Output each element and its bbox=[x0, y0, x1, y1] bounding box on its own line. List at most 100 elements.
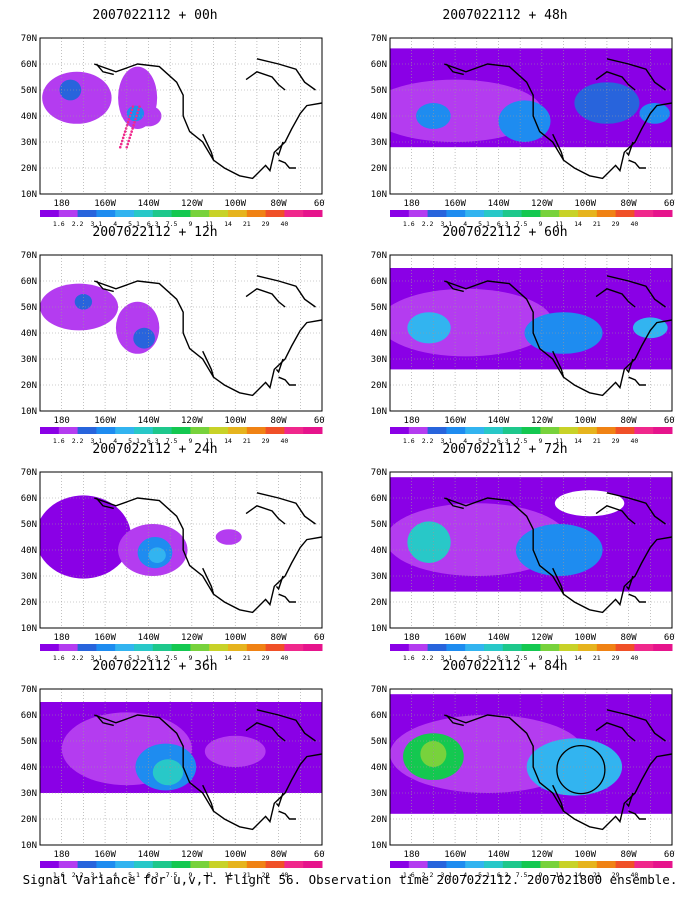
coastline bbox=[628, 376, 646, 386]
colorbar-swatch bbox=[596, 210, 617, 217]
colorbar-swatch bbox=[96, 210, 116, 217]
colorbar-swatch bbox=[502, 427, 523, 434]
panel-title: 2007022112 + 12h bbox=[92, 225, 218, 240]
colorbar-swatch bbox=[484, 427, 504, 434]
coastline bbox=[256, 58, 316, 91]
coastline bbox=[245, 722, 286, 742]
colorbar-swatch bbox=[171, 210, 191, 217]
lat-label: 30N bbox=[21, 789, 37, 799]
colorbar-label: 21 bbox=[593, 437, 601, 445]
colorbar-swatch bbox=[427, 427, 447, 434]
lon-label: 60W bbox=[314, 633, 325, 643]
colorbar-label: 29 bbox=[612, 871, 620, 879]
panel-title: 2007022112 + 24h bbox=[92, 442, 218, 457]
lon-label: 160W bbox=[444, 416, 466, 426]
colorbar-swatch bbox=[634, 644, 654, 651]
colorbar-swatch bbox=[96, 644, 116, 651]
colorbar-swatch bbox=[246, 427, 267, 434]
colorbar-label: 2.2 bbox=[422, 220, 434, 228]
colorbar-label: 3.1 bbox=[91, 871, 103, 879]
coastline-layer bbox=[93, 275, 322, 397]
colorbar-label: 14 bbox=[574, 871, 582, 879]
coastline bbox=[552, 133, 565, 161]
colorbar-swatch bbox=[615, 210, 635, 217]
lat-label: 30N bbox=[371, 572, 387, 582]
colorbar-swatch bbox=[303, 644, 323, 651]
lon-label: 60W bbox=[314, 416, 325, 426]
coastline bbox=[202, 784, 215, 812]
colorbar-swatch bbox=[653, 644, 673, 651]
lon-label: 60W bbox=[664, 416, 675, 426]
colorbar-swatch bbox=[596, 427, 617, 434]
obs-point bbox=[118, 145, 122, 149]
colorbar-label: 2.2 bbox=[72, 220, 84, 228]
colorbar-swatch bbox=[171, 644, 191, 651]
colorbar-label: 14 bbox=[574, 220, 582, 228]
obs-point bbox=[132, 124, 135, 127]
lat-label: 60N bbox=[371, 494, 387, 504]
coastline bbox=[93, 714, 322, 831]
colorbar-swatch bbox=[465, 861, 485, 868]
colorbar-swatch bbox=[190, 210, 210, 217]
colorbar-swatch bbox=[209, 861, 229, 868]
lon-label: 120W bbox=[531, 633, 553, 643]
coastline bbox=[93, 63, 322, 180]
lon-label: 120W bbox=[531, 416, 553, 426]
obs-point bbox=[128, 136, 131, 140]
lat-label: 70N bbox=[371, 34, 387, 44]
lon-label: 180 bbox=[404, 199, 420, 209]
lon-label: 160W bbox=[444, 633, 466, 643]
lat-label: 10N bbox=[21, 624, 37, 634]
colorbar-swatch bbox=[134, 210, 154, 217]
map-frame bbox=[389, 688, 673, 846]
coastline bbox=[256, 275, 316, 308]
obs-point bbox=[129, 111, 133, 115]
variance-map: 10N 20N 30N 40N 50N 60N 70N 180 160W 140W 120W 100W… bbox=[21, 251, 325, 445]
lon-label: 80W bbox=[620, 199, 637, 209]
colorbar-swatch bbox=[465, 427, 485, 434]
colorbar-swatch bbox=[427, 210, 447, 217]
lon-label: 100W bbox=[574, 416, 596, 426]
lat-label: 50N bbox=[371, 520, 387, 530]
variance-field bbox=[40, 283, 160, 354]
panel-title: 2007022112 + 00h bbox=[92, 8, 218, 23]
lon-label: 140W bbox=[138, 416, 160, 426]
variance-map: 10N 20N 30N 40N 50N 60N 70N 180 160W 140W 120W 100W… bbox=[21, 34, 325, 228]
colorbar-label: 11 bbox=[205, 437, 213, 445]
lat-label: 60N bbox=[21, 494, 37, 504]
lon-label: 60W bbox=[664, 850, 675, 860]
colorbar-label: 7.5 bbox=[166, 220, 178, 228]
colorbar-swatch bbox=[390, 427, 410, 434]
coastline bbox=[95, 497, 114, 510]
lat-label: 30N bbox=[21, 355, 37, 365]
variance-field bbox=[390, 268, 672, 370]
coastline-layer bbox=[93, 492, 322, 614]
colorbar-swatch bbox=[446, 427, 466, 434]
colorbar-swatch bbox=[246, 210, 267, 217]
colorbar-label: 2.2 bbox=[72, 437, 84, 445]
colorbar-swatch bbox=[115, 210, 135, 217]
lon-label: 140W bbox=[138, 850, 160, 860]
colorbar-swatch bbox=[559, 644, 579, 651]
colorbar-swatch bbox=[96, 861, 116, 868]
colorbar-label: 4 bbox=[463, 437, 467, 445]
map-frame bbox=[389, 471, 673, 629]
colorbar-swatch bbox=[615, 861, 635, 868]
colorbar-label: 14 bbox=[224, 220, 232, 228]
variance-field bbox=[390, 48, 672, 148]
colorbar-label: 7.5 bbox=[516, 654, 528, 662]
colorbar-swatch bbox=[58, 644, 79, 651]
colorbar-swatch bbox=[540, 427, 560, 434]
gridlines bbox=[40, 689, 322, 845]
lat-label: 70N bbox=[371, 251, 387, 261]
coastline bbox=[625, 141, 634, 157]
colorbar-label: 2.2 bbox=[72, 871, 84, 879]
coastline bbox=[628, 810, 646, 820]
gridlines bbox=[390, 38, 672, 194]
colorbar-label: 14 bbox=[574, 654, 582, 662]
colorbar-swatch bbox=[265, 210, 285, 217]
coastline bbox=[445, 497, 464, 510]
colorbar-label: 3.1 bbox=[441, 871, 453, 879]
lat-label: 20N bbox=[371, 381, 387, 391]
colorbar-label: 6.3 bbox=[147, 654, 159, 662]
